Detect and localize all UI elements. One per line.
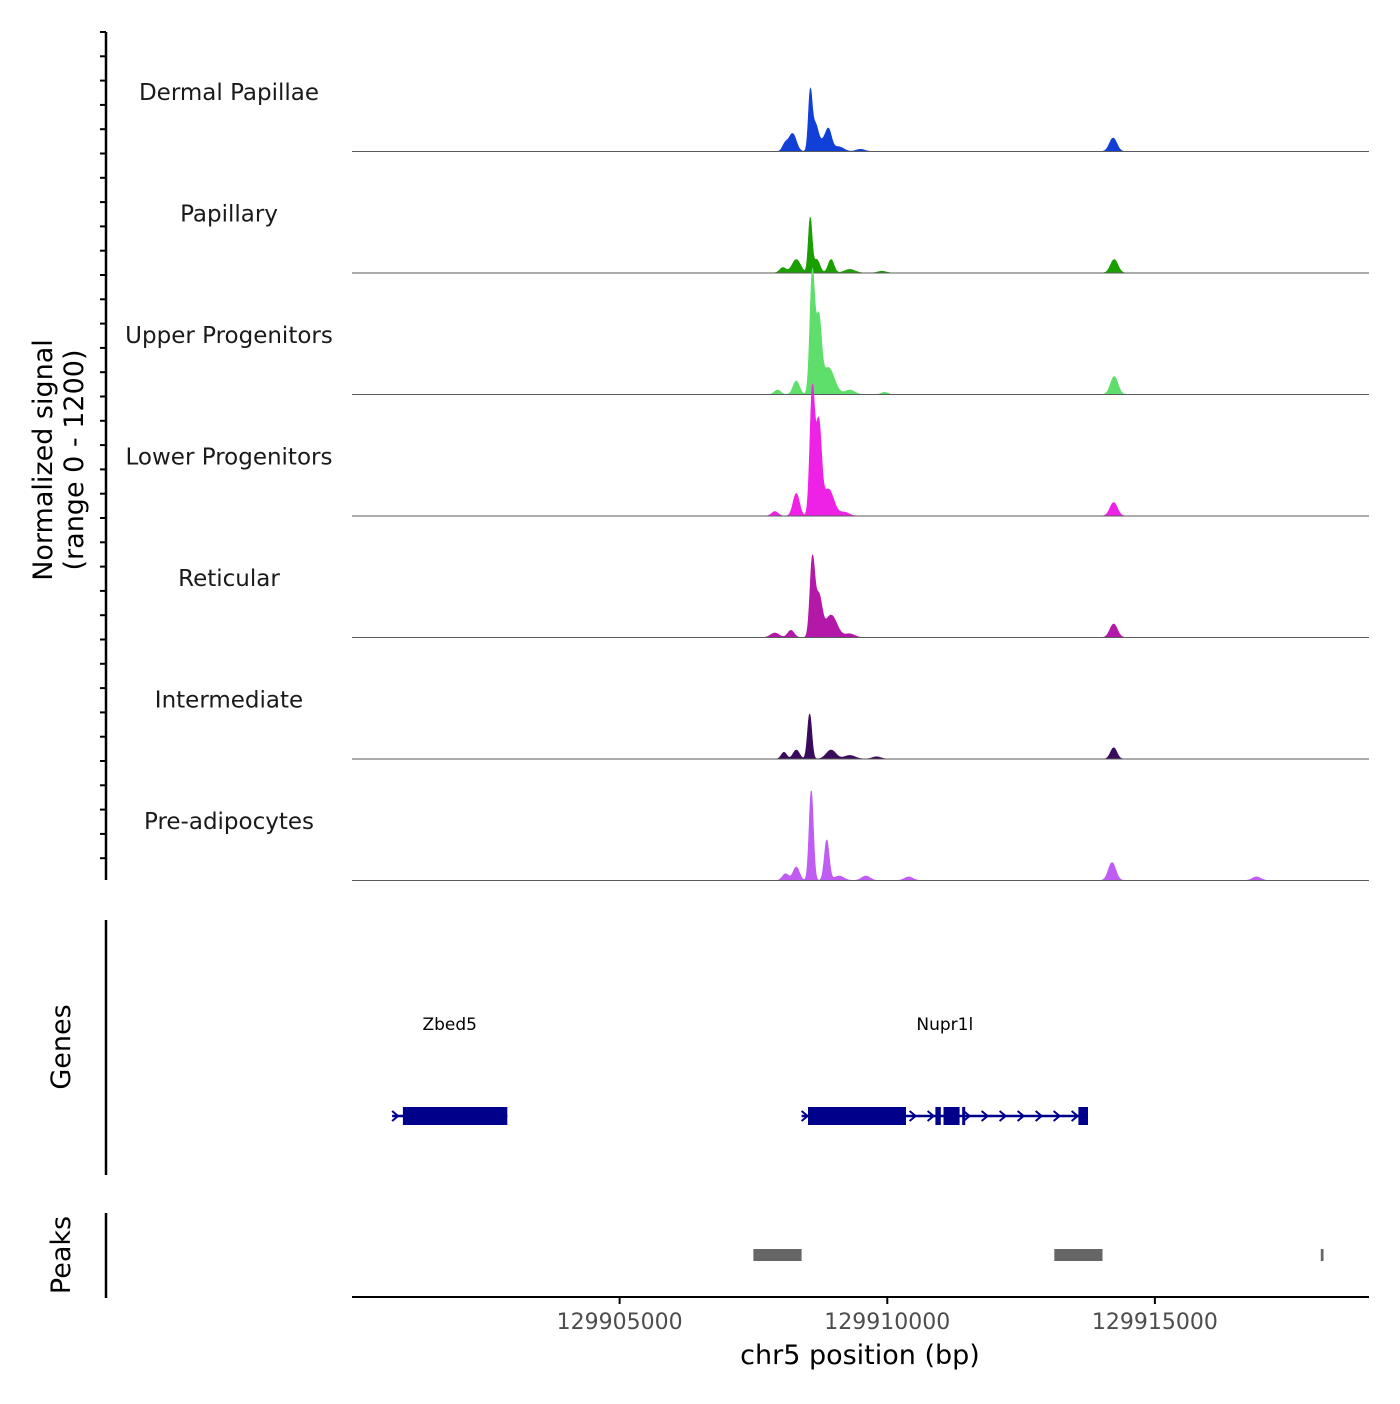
track-label: Dermal Papillae [139, 80, 319, 106]
track-label: Upper Progenitors [125, 323, 333, 349]
track-label: Lower Progenitors [126, 445, 333, 471]
strand-arrow [1034, 1110, 1044, 1122]
gene-nupr1l: Nupr1l [800, 1015, 1088, 1125]
track-reticular: Reticular [178, 554, 1369, 638]
peaks-axis-title: Peaks [46, 1216, 77, 1294]
strand-arrow [1070, 1110, 1080, 1122]
peak-region [1054, 1249, 1103, 1261]
exon-block [808, 1107, 906, 1125]
y-axis-title-line1: Normalized signal [28, 339, 59, 581]
gene-label: Zbed5 [422, 1015, 477, 1035]
coverage-area [352, 713, 1369, 760]
coverage-area [352, 267, 1369, 395]
gene-label: Nupr1l [916, 1015, 973, 1035]
strand-arrow [1016, 1110, 1026, 1122]
track-label: Papillary [180, 202, 278, 228]
strand-arrow [800, 1110, 810, 1122]
coverage-area [352, 87, 1369, 152]
strand-arrow [980, 1110, 990, 1122]
exon-block [402, 1107, 508, 1125]
x-tick-label: 129910000 [824, 1310, 950, 1335]
track-pre-adipocytes: Pre-adipocytes [144, 790, 1369, 881]
exon-block [943, 1107, 960, 1125]
track-label: Reticular [178, 566, 280, 592]
strand-arrow [926, 1110, 936, 1122]
track-label: Pre-adipocytes [144, 809, 314, 835]
coverage-area [352, 217, 1369, 274]
strand-arrow [391, 1110, 400, 1122]
coverage-area [352, 790, 1369, 881]
x-tick-label: 129905000 [557, 1310, 683, 1335]
signal-y-axis [100, 31, 108, 880]
gene-annotation-track: Zbed5 Nupr1l [391, 1015, 1088, 1125]
exon-block [1078, 1107, 1088, 1125]
peak-region [753, 1249, 802, 1261]
x-axis-title: chr5 position (bp) [740, 1340, 980, 1371]
strand-arrow [908, 1110, 918, 1122]
track-intermediate: Intermediate [155, 688, 1369, 760]
peak-region [1320, 1249, 1324, 1261]
track-lower-progenitors: Lower Progenitors [126, 382, 1369, 517]
peak-region-track [753, 1249, 1324, 1261]
x-tick-label: 129915000 [1092, 1310, 1218, 1335]
coverage-tracks: Dermal Papillae Papillary Upper Progenitor… [125, 80, 1369, 881]
exon-block [962, 1107, 966, 1125]
strand-arrow [998, 1110, 1008, 1122]
y-axis-title-line2: (range 0 - 1200) [59, 350, 90, 571]
track-dermal-papillae: Dermal Papillae [139, 80, 1369, 152]
strand-arrow [962, 1110, 972, 1122]
strand-arrow [1052, 1110, 1062, 1122]
coverage-area [352, 554, 1369, 638]
gene-zbed5: Zbed5 [391, 1015, 508, 1125]
track-label: Intermediate [155, 688, 303, 714]
coverage-area [352, 382, 1369, 517]
track-papillary: Papillary [180, 202, 1369, 274]
x-axis-ticks: 129905000 129910000 129915000 [557, 1297, 1218, 1335]
exon-block [935, 1107, 941, 1125]
track-upper-progenitors: Upper Progenitors [125, 267, 1369, 395]
genes-axis-title: Genes [46, 1004, 77, 1089]
